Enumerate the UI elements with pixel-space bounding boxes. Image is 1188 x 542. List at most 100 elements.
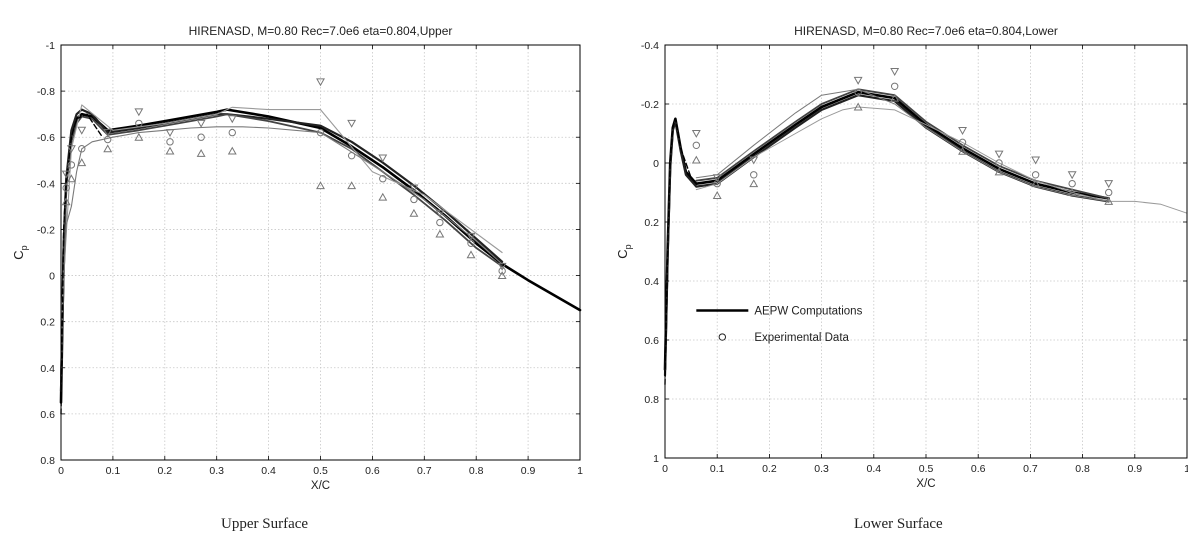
- series-line-6: [60, 113, 104, 415]
- marker-circle: [62, 184, 70, 192]
- marker-triangle-up: [378, 192, 388, 201]
- marker-triangle-up: [66, 174, 76, 183]
- x-tick-label: 0.2: [157, 465, 172, 477]
- marker-circle: [1105, 188, 1113, 197]
- y-tick-label: -0.8: [37, 86, 55, 98]
- series-line-4: [695, 106, 1188, 214]
- marker-circle: [228, 128, 236, 137]
- x-tick-label: 0: [662, 463, 668, 475]
- y-tick-label: 0.4: [644, 276, 659, 288]
- x-tick-label: 0.1: [710, 463, 725, 475]
- marker-triangle-down: [347, 119, 357, 128]
- marker-triangle-up: [994, 167, 1004, 176]
- marker-triangle-up: [1067, 188, 1077, 196]
- y-axis-label: Cp: [11, 245, 29, 259]
- y-tick-label: 0.8: [644, 394, 659, 406]
- marker-triangle-down: [890, 68, 900, 76]
- marker-triangle-up: [691, 155, 701, 164]
- plot-frame: [664, 44, 1188, 459]
- x-tick-label: 0.4: [261, 465, 276, 477]
- x-tick-label: 1: [577, 465, 583, 477]
- marker-triangle-up: [61, 197, 71, 206]
- x-tick-label: 0.7: [417, 465, 432, 477]
- y-tick-label: 1: [653, 453, 659, 465]
- x-tick-label: 0.1: [106, 465, 121, 477]
- x-tick-label: 0.8: [1075, 463, 1090, 475]
- series-line-6: [664, 118, 692, 385]
- marker-triangle-down: [958, 127, 967, 135]
- marker-triangle-up: [497, 271, 507, 280]
- marker-circle: [958, 138, 967, 147]
- marker-triangle-down: [165, 129, 175, 138]
- caption-lower-surface: Lower Surface: [854, 516, 943, 532]
- marker-circle: [410, 195, 418, 204]
- y-tick-label: 0.6: [644, 335, 659, 347]
- marker-triangle-down: [1031, 156, 1041, 165]
- marker-triangle-up: [466, 250, 476, 259]
- y-tick-label: -1: [46, 40, 55, 52]
- marker-circle: [1068, 179, 1076, 188]
- x-tick-label: 0.9: [521, 465, 536, 477]
- x-tick-label: 1: [1184, 463, 1188, 475]
- chart-title: HIRENASD, M=0.80 Rec=7.0e6 eta=0.804,Low…: [794, 24, 1058, 38]
- y-tick-label: -0.4: [641, 40, 659, 52]
- marker-triangle-down: [853, 76, 863, 85]
- marker-circle: [692, 141, 701, 150]
- marker-triangle-up: [103, 144, 113, 153]
- marker-triangle-down: [134, 108, 144, 117]
- x-tick-label: 0: [58, 465, 64, 477]
- chart-title: HIRENASD, M=0.80 Rec=7.0e6 eta=0.804,Upp…: [189, 24, 453, 38]
- marker-triangle-up: [958, 146, 967, 155]
- marker-circle: [316, 128, 325, 137]
- x-tick-label: 0.4: [866, 463, 881, 475]
- series-line-5: [60, 126, 503, 346]
- marker-triangle-up: [347, 181, 357, 190]
- y-tick-label: 0: [653, 158, 659, 170]
- marker-triangle-down: [691, 130, 701, 138]
- legend-label-experimental: Experimental Data: [754, 332, 849, 344]
- marker-circle: [750, 171, 758, 179]
- x-axis-label: X/C: [916, 478, 935, 490]
- marker-circle: [166, 138, 174, 146]
- marker-triangle-down: [378, 154, 388, 163]
- marker-triangle-down: [712, 174, 722, 183]
- y-tick-label: -0.2: [641, 99, 659, 111]
- y-tick-label: -0.2: [37, 224, 55, 236]
- marker-triangle-up: [1104, 196, 1114, 205]
- chart-panel-upper: 0 0.1 0.2 0.3 0.4 0.5 0.6 0.7 0.8 0.9 1 -1 -0.8 -0.6 -…: [11, 24, 583, 492]
- marker-triangle-up: [134, 132, 144, 141]
- x-tick-label: 0.9: [1127, 463, 1142, 475]
- marker-triangle-down: [1067, 171, 1077, 180]
- x-tick-label: 0.6: [971, 463, 986, 475]
- marker-triangle-up: [196, 148, 206, 157]
- marker-circle: [498, 267, 506, 275]
- y-tick-label: 0.6: [40, 409, 55, 421]
- marker-triangle-down: [103, 129, 113, 138]
- marker-triangle-up: [1031, 179, 1041, 188]
- marker-triangle-down: [316, 78, 325, 87]
- marker-triangle-down: [66, 145, 76, 154]
- x-tick-label: 0.6: [365, 465, 380, 477]
- marker-circle: [135, 119, 143, 128]
- marker-circle: [347, 151, 356, 160]
- legend-label-computations: AEPW Computations: [754, 306, 862, 318]
- marker-circle: [436, 218, 444, 227]
- marker-circle: [1031, 171, 1040, 179]
- x-tick-label: 0.8: [469, 465, 484, 477]
- y-tick-label: -0.4: [37, 178, 55, 190]
- marker-circle: [854, 88, 862, 96]
- x-tick-label: 0.7: [1023, 463, 1038, 475]
- marker-triangle-up: [853, 102, 863, 111]
- marker-triangle-down: [466, 232, 476, 241]
- marker-triangle-up: [316, 181, 325, 190]
- marker-triangle-up: [165, 146, 175, 155]
- marker-circle: [995, 159, 1003, 167]
- legend-marker-experimental: [718, 333, 727, 341]
- marker-triangle-up: [435, 229, 445, 238]
- marker-triangle-down: [994, 150, 1004, 159]
- x-tick-label: 0.5: [313, 465, 328, 477]
- y-tick-label: 0.2: [40, 317, 55, 329]
- marker-circle: [379, 175, 387, 183]
- marker-triangle-down: [409, 184, 419, 193]
